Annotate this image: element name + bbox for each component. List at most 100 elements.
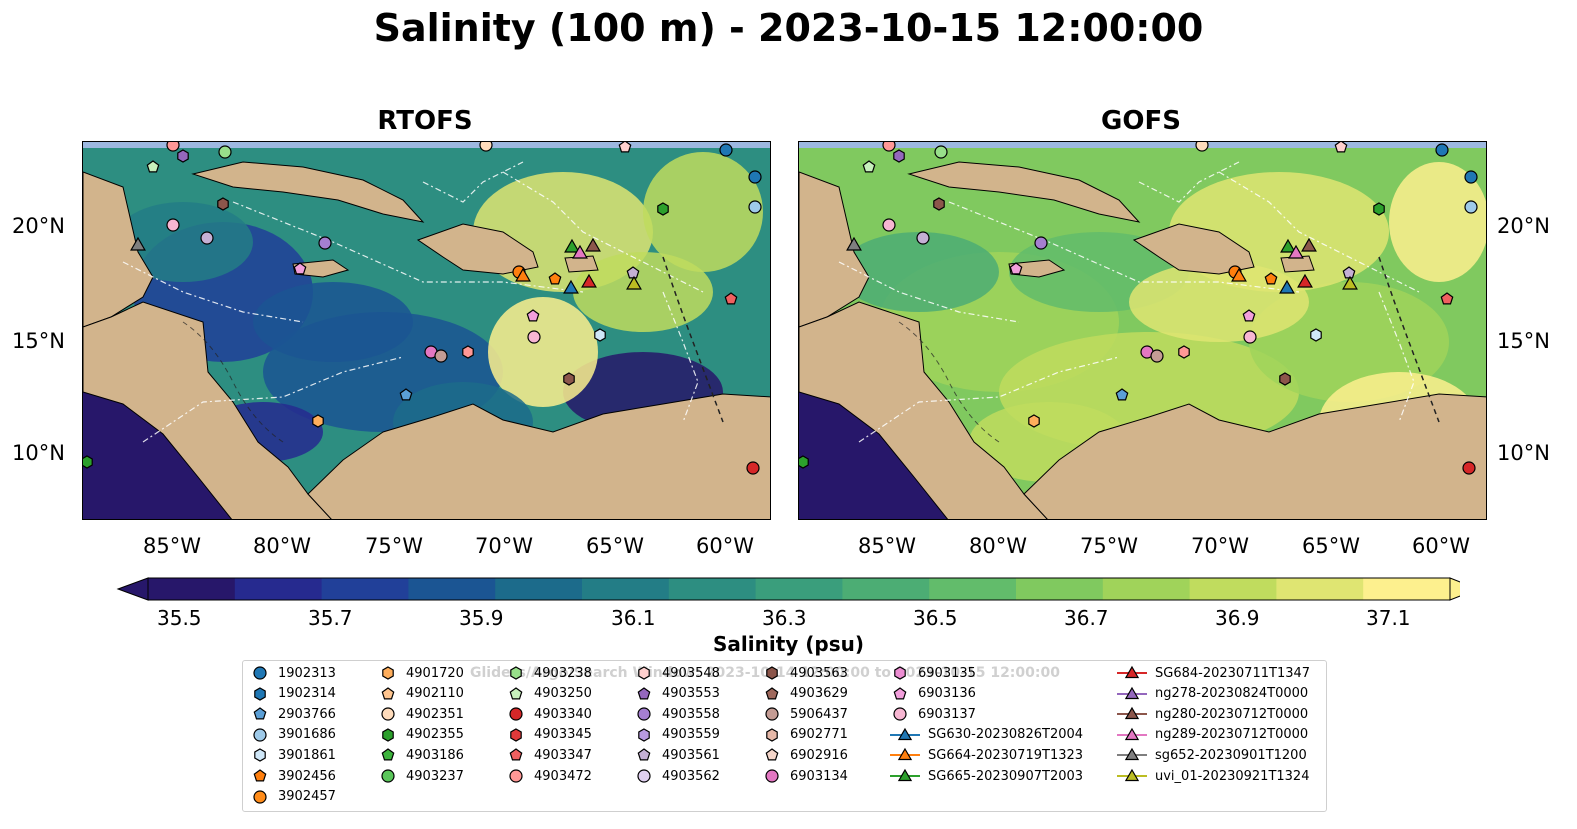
legend-float-marker-icon: [253, 789, 267, 804]
argo-float-marker: [200, 231, 214, 245]
argo-float-marker: [462, 345, 474, 359]
colorbar-segment: [582, 578, 670, 600]
salinity-colorbar: [116, 577, 1460, 601]
argo-float-marker: [83, 455, 93, 469]
legend-entry-label: 3901861: [278, 747, 336, 763]
glider-marker: [1279, 279, 1295, 294]
legend-entry-label: ng278-20230824T0000: [1155, 686, 1309, 702]
legend-entry-label: 5906437: [790, 706, 848, 722]
legend-entry: 5906437: [762, 704, 848, 724]
colorbar-segment: [755, 578, 843, 600]
argo-float-marker: [312, 414, 324, 428]
argo-float-marker: [657, 202, 669, 216]
argo-float-marker: [1264, 272, 1278, 285]
legend-entry-label: uvi_01-20230921T1324: [1155, 768, 1310, 784]
argo-float-marker: [893, 149, 905, 163]
legend-entry: 1902313: [250, 663, 336, 683]
lat-tick-left-20n: 20°N: [12, 214, 65, 238]
salinity-patch: [573, 252, 713, 332]
legend-entry-label: 4903237: [406, 768, 464, 784]
legend-entry-label: 6902771: [790, 727, 848, 743]
legend-entry: 4903561: [634, 745, 720, 765]
legend-entry: SG665-20230907T2003: [890, 766, 1083, 786]
legend-entry: 6903136: [890, 684, 976, 704]
argo-float-marker: [594, 328, 606, 342]
pacific-ocean-region: [83, 392, 232, 519]
legend-entry: 2903766: [250, 704, 336, 724]
legend-float-marker-icon: [894, 666, 906, 680]
legend-glider-marker-icon: [890, 768, 920, 782]
legend-entry: ng278-20230824T0000: [1117, 684, 1308, 704]
glider-marker: [846, 236, 862, 251]
legend-entry: 4903186: [378, 745, 464, 765]
legend-entry-label: 4903186: [406, 747, 464, 763]
south-america-land: [307, 393, 770, 519]
lon-tick-gofs-60w: 60°W: [1412, 534, 1470, 558]
legend-entry: 4903553: [634, 684, 720, 704]
legend-entry: 6902771: [762, 725, 848, 745]
eez-boundary-line: [122, 261, 304, 323]
legend-entry-label: 4902355: [406, 727, 464, 743]
colorbar-segment: [842, 578, 930, 600]
legend-entry-label: 6903137: [918, 706, 976, 722]
legend-entry-label: SG664-20230719T1323: [928, 747, 1084, 763]
argo-float-marker: [293, 262, 307, 275]
legend-entry-label: 4903553: [662, 686, 720, 702]
north-shelf: [83, 142, 770, 148]
glider-marker: [130, 236, 146, 251]
legend-entry-label: 4903345: [534, 727, 592, 743]
legend-entry: 3901861: [250, 745, 336, 765]
legend-entry: 4902351: [378, 704, 464, 724]
colorbar-outline: [147, 577, 1451, 601]
colorbar-segment: [929, 578, 1017, 600]
salinity-patch: [253, 282, 413, 362]
legend-entry-label: SG630-20230826T2004: [928, 727, 1084, 743]
lon-tick-gofs-80w: 80°W: [969, 534, 1027, 558]
map-panel-rtofs: [82, 141, 771, 520]
legend-float-marker-icon: [509, 707, 523, 721]
colorbar-tick-35-5: 35.5: [157, 606, 202, 630]
island-arc-contour: [1378, 256, 1440, 423]
argo-float-marker: [746, 461, 760, 475]
colorbar-tick-35-9: 35.9: [459, 606, 504, 630]
lon-tick-gofs-65w: 65°W: [1302, 534, 1360, 558]
colorbar-extend-low: [116, 577, 149, 601]
legend-float-marker-icon: [765, 707, 779, 721]
pacific-ocean-region: [799, 392, 948, 519]
legend-entry-label: 3902456: [278, 768, 336, 784]
colorbar-tick-35-7: 35.7: [308, 606, 353, 630]
legend-float-marker-icon: [765, 769, 779, 783]
salinity-patch: [643, 152, 763, 272]
legend-glider-marker-icon: [1117, 706, 1147, 720]
legend-glider-marker-icon: [890, 748, 920, 761]
lon-tick-gofs-85w: 85°W: [858, 534, 916, 558]
argo-float-marker: [1243, 330, 1257, 344]
jamaica-land: [292, 259, 350, 278]
legend-entry-label: 4903559: [662, 727, 720, 743]
legend-entry: 4903472: [506, 766, 592, 786]
argo-float-marker: [1334, 142, 1348, 153]
colorbar-label: Salinity (psu): [712, 632, 864, 656]
island-arc-contour: [662, 256, 724, 423]
lon-tick-rtofs-85w: 85°W: [143, 534, 201, 558]
legend-entry: SG684-20230711T1347: [1117, 663, 1310, 683]
legend-entry: SG664-20230719T1323: [890, 745, 1083, 765]
lon-tick-rtofs-60w: 60°W: [696, 534, 754, 558]
argo-float-marker: [862, 160, 876, 173]
argo-float-marker: [399, 388, 413, 401]
eez-boundary-line: [662, 291, 699, 423]
legend-entry: ng280-20230712T0000: [1117, 704, 1308, 724]
legend-entry: 4903345: [506, 725, 592, 745]
legend-entry: 4903250: [506, 684, 592, 704]
argo-float-marker: [166, 218, 180, 232]
legend-glider-marker-icon: [1117, 768, 1147, 782]
legend-entry-label: sg652-20230901T1200: [1155, 747, 1307, 763]
glider-marker: [1297, 273, 1313, 288]
argo-float-marker: [527, 330, 541, 344]
argo-float-marker: [563, 372, 575, 386]
legend-entry: uvi_01-20230921T1324: [1117, 766, 1309, 786]
legend-float-marker-icon: [766, 728, 778, 742]
panel-title-rtofs: RTOFS: [377, 106, 473, 136]
hispaniola-land: [416, 223, 539, 275]
figure-title: Salinity (100 m) - 2023-10-15 12:00:00: [373, 6, 1204, 50]
